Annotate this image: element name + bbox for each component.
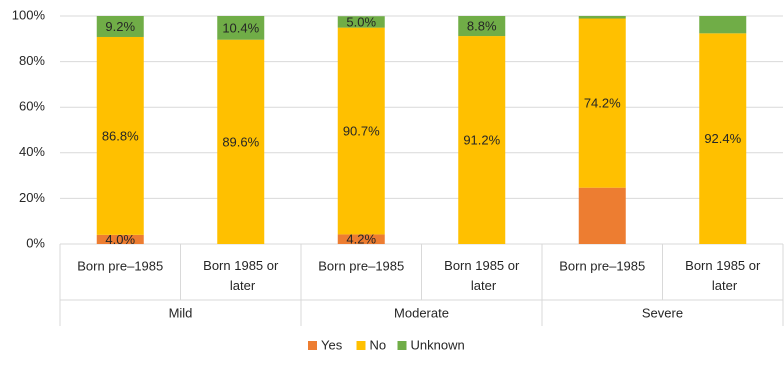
y-tick-label: 0% — [26, 235, 45, 250]
bar-segment — [699, 33, 747, 244]
bar-segment — [578, 18, 626, 188]
bar-segment — [458, 36, 506, 245]
bar-segment — [337, 16, 385, 28]
group-label: Severe — [642, 305, 683, 320]
x-tick-label: Born 1985 or later — [444, 258, 520, 293]
bar-segment — [96, 36, 144, 235]
value-label: 4.2% — [346, 232, 376, 247]
bar-segment — [337, 27, 385, 235]
value-label: 10.4% — [222, 20, 259, 35]
group-label: Mild — [169, 305, 193, 320]
value-label: 5.0% — [346, 14, 376, 29]
y-tick-label: 60% — [19, 99, 45, 114]
legend-label: No — [370, 337, 387, 352]
bar-segment — [578, 187, 626, 244]
bar-segment — [337, 234, 385, 244]
value-label: 9.2% — [105, 19, 135, 34]
legend-swatch — [356, 341, 366, 350]
x-tick-label: Born 1985 or later — [203, 258, 279, 293]
y-tick-label: 40% — [19, 144, 45, 159]
bar-segment — [96, 16, 144, 37]
legend-swatch — [397, 341, 407, 350]
bar-segment — [699, 16, 747, 34]
value-label: 8.8% — [467, 18, 497, 33]
bar-segment — [458, 16, 506, 37]
bar-segment — [578, 16, 626, 19]
bar-segment — [96, 234, 144, 244]
y-tick-label: 80% — [19, 53, 45, 68]
y-tick-label: 100% — [12, 7, 46, 22]
x-tick-label: Born pre–1985 — [318, 258, 404, 273]
value-label: 86.8% — [102, 128, 139, 143]
value-label: 89.6% — [222, 134, 259, 149]
legend-label: Unknown — [411, 337, 465, 352]
value-label: 91.2% — [463, 132, 500, 147]
value-label: 92.4% — [704, 131, 741, 146]
y-tick-label: 20% — [19, 190, 45, 205]
x-tick-label: Born pre–1985 — [77, 258, 163, 273]
x-tick-label: Born pre–1985 — [559, 258, 645, 273]
bar-segment — [217, 16, 265, 40]
legend-swatch — [308, 341, 317, 350]
value-label: 90.7% — [343, 123, 380, 138]
bar-segment — [217, 39, 265, 244]
value-label: 74.2% — [584, 96, 621, 111]
value-label: 4.0% — [105, 232, 135, 247]
legend-label: Yes — [321, 337, 343, 352]
group-label: Moderate — [394, 305, 449, 320]
x-tick-label: Born 1985 or later — [685, 258, 761, 293]
